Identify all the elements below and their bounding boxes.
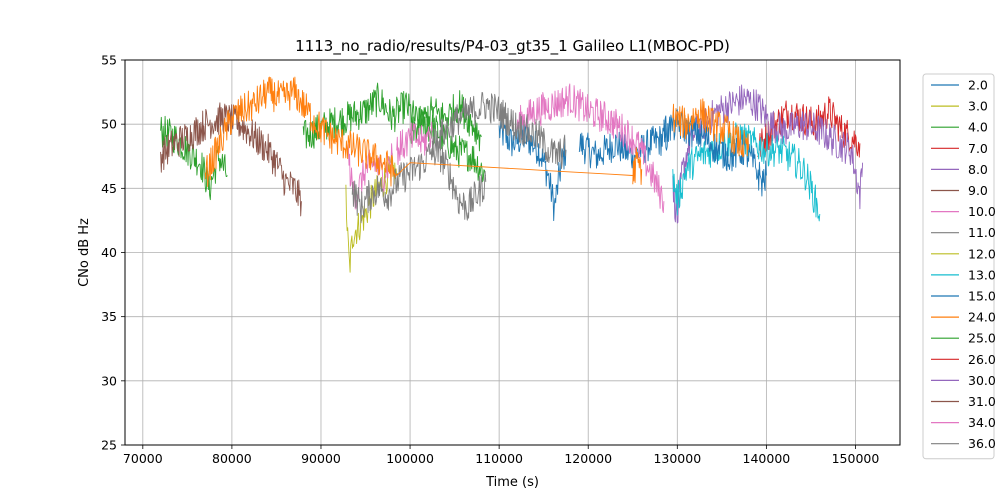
y-tick-label: 55 (101, 53, 117, 68)
series-line-24-0 (632, 147, 643, 185)
x-tick-label: 150000 (832, 451, 880, 466)
legend: 2.0 3.0 4.0 7.0 8.0 9.0 10.0 11.0 12.0 13.0 15.0 24… (922, 73, 996, 460)
x-axis-label: Time (s) (485, 475, 539, 490)
y-tick-label: 35 (101, 309, 117, 324)
legend-entry-label: 10.0 (968, 204, 996, 219)
x-tick-label: 120000 (564, 451, 612, 466)
legend-box (922, 73, 995, 460)
chart-title: 1113_no_radio/results/P4-03_gt35_1 Galil… (295, 37, 730, 56)
legend-entry-label: 24.0 (968, 310, 996, 325)
legend-entry-label: 4.0 (968, 120, 988, 135)
x-tick-label: 70000 (123, 451, 163, 466)
legend-entry-label: 30.0 (968, 373, 996, 388)
series-line-24-0 (204, 76, 398, 187)
series-line-10-0 (516, 83, 665, 214)
x-tick-label: 140000 (743, 451, 791, 466)
series-line-4-0 (302, 82, 487, 183)
x-tick-label: 100000 (386, 451, 434, 466)
legend-entry-label: 26.0 (968, 352, 996, 367)
series-line-3-0 (345, 152, 398, 273)
legend-entry-label: 31.0 (968, 394, 996, 409)
y-tick-label: 40 (101, 245, 117, 260)
series-line-13-0 (672, 122, 821, 222)
series-line-34-0 (396, 121, 433, 166)
legend-entry-label: 12.0 (968, 246, 996, 261)
legend-entry-label: 9.0 (968, 183, 988, 198)
series-lines (160, 76, 864, 273)
y-axis-ticks: 25 30 35 40 45 50 55 (101, 53, 125, 453)
series-line-24-0 (672, 98, 750, 158)
series-line-2-0 (498, 115, 567, 222)
series-line-36-0 (431, 92, 567, 170)
x-tick-label: 110000 (475, 451, 523, 466)
legend-entry-label: 11.0 (968, 225, 996, 240)
legend-entry-label: 13.0 (968, 267, 996, 282)
legend-entry-label: 7.0 (968, 141, 988, 156)
x-tick-label: 130000 (653, 451, 701, 466)
series-line-24-0 (396, 162, 633, 176)
x-axis-ticks: 70000 80000 90000 100000 110000 120000 130000 1… (123, 445, 879, 466)
y-tick-label: 45 (101, 181, 117, 196)
y-axis-label: CNo dB Hz (77, 218, 92, 287)
series-line-9-0 (160, 102, 302, 217)
y-tick-label: 50 (101, 117, 117, 132)
legend-entry-label: 25.0 (968, 331, 996, 346)
legend-entry-label: 2.0 (968, 78, 988, 93)
plot-area (160, 76, 864, 273)
legend-entry-label: 8.0 (968, 162, 988, 177)
series-line-11-0 (351, 136, 487, 224)
y-tick-label: 25 (101, 438, 117, 453)
legend-entry-label: 34.0 (968, 415, 996, 430)
x-tick-label: 80000 (212, 451, 252, 466)
series-line-25-0 (409, 90, 482, 152)
y-tick-label: 30 (101, 373, 117, 388)
legend-entry-label: 15.0 (968, 289, 996, 304)
series-line-2-0 (578, 123, 669, 172)
legend-entry-label: 36.0 (968, 436, 996, 451)
x-tick-label: 90000 (301, 451, 341, 466)
legend-entry-label: 3.0 (968, 99, 988, 114)
